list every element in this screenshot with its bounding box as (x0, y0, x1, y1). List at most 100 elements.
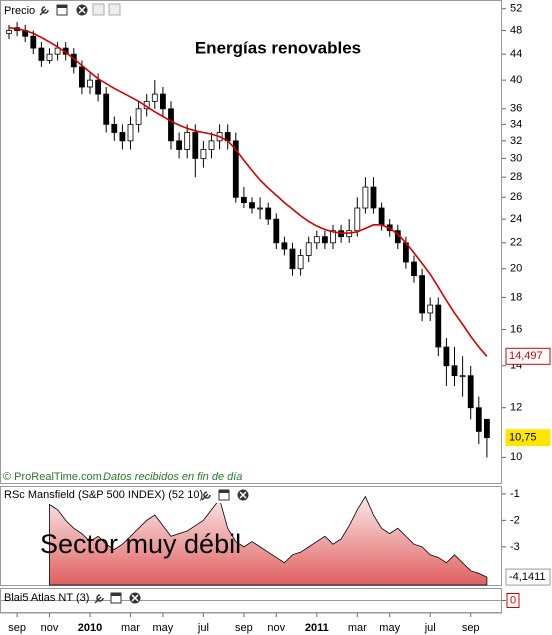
x-tick-label: may (153, 622, 174, 634)
panel-label: Blai5 Atlas NT (3) (4, 592, 89, 604)
candle-body (305, 242, 312, 256)
y-tick-label: 24 (510, 213, 522, 225)
candle-body (168, 108, 174, 142)
value-tag (505, 429, 551, 447)
candle-body (435, 304, 442, 348)
y-tick-label: 32 (510, 135, 522, 147)
candle-body (265, 207, 272, 220)
candle-body (30, 35, 37, 49)
panel-label: Precio (4, 5, 35, 17)
candle-body (192, 132, 199, 159)
candle-body (321, 236, 328, 244)
credit: © ProRealTime.com (3, 471, 102, 483)
y-tick-box (506, 593, 520, 608)
panel-header: Blai5 Atlas NT (3) (4, 592, 141, 604)
candle-body (273, 218, 280, 244)
y-tick-label: 36 (510, 103, 522, 115)
panel-label: RSc Mansfield (S&P 500 INDEX) (52 10) (4, 489, 203, 501)
candle-body (411, 261, 417, 277)
candle-body (87, 79, 93, 88)
y-tick-label: 18 (510, 291, 522, 303)
candle-body (111, 123, 118, 133)
candle-body (38, 47, 45, 61)
annotation: Sector muy débil (40, 529, 241, 559)
value-tag-label: -4,1411 (509, 571, 546, 583)
candle-body (135, 108, 142, 125)
header-bg (1, 487, 251, 503)
candle-body (257, 207, 264, 210)
panel-header: Precio (1, 1, 127, 19)
y-tick-label: 52 (510, 3, 522, 15)
note: Datos recibidos en fin de día (103, 471, 242, 483)
candle-body (151, 93, 158, 102)
y-tick-label: 40 (510, 74, 522, 86)
x-tick-label: mar (348, 622, 367, 634)
y-tick-label: -1 (510, 488, 520, 500)
candle-body (54, 47, 61, 55)
candle-body (483, 418, 490, 439)
candle-body (475, 407, 482, 432)
candle-body (232, 140, 239, 198)
candle-body (459, 375, 466, 378)
candle-body (119, 132, 126, 142)
x-tick-label: jul (197, 622, 209, 634)
moving-average (8, 26, 488, 357)
value-tag-label: 10,75 (509, 432, 537, 444)
y-tick-label: 28 (510, 171, 522, 183)
x-tick-label: sep (8, 622, 26, 634)
candle-body (79, 66, 85, 88)
candle-body (289, 248, 296, 270)
x-tick-label: nov (267, 622, 285, 634)
candle-body (103, 93, 110, 125)
candle-body (184, 132, 191, 150)
area (49, 495, 488, 586)
candle-body (127, 123, 134, 142)
y-tick-label: 44 (510, 48, 522, 60)
candle-body (467, 375, 474, 409)
candle-body (443, 346, 450, 367)
candle-body (176, 140, 183, 150)
value-tag-label: 14,497 (509, 350, 543, 362)
y-tick-label: -3 (510, 541, 520, 553)
candle-body (378, 207, 385, 226)
candle-body (330, 230, 336, 244)
candle-body (313, 236, 320, 244)
candle-body (281, 242, 288, 250)
x-tick-label: 2011 (305, 622, 329, 634)
candle-body (354, 207, 361, 232)
x-tick-label: jul (424, 622, 436, 634)
y-tick-label: 12 (510, 402, 522, 414)
panel-icons[interactable] (94, 592, 141, 604)
y-tick-label: 34 (510, 118, 522, 130)
x-tick-label: may (379, 622, 400, 634)
y-tick-label: 48 (510, 24, 522, 36)
candle-body (419, 275, 426, 314)
x-tick-label: mar (121, 622, 140, 634)
candle-body (370, 186, 377, 209)
value-tag (505, 568, 551, 586)
candle-body (95, 79, 101, 95)
x-tick-label: 2010 (78, 622, 102, 634)
x-tick-label: sep (235, 622, 253, 634)
candle-body (362, 186, 369, 209)
candle-body (427, 304, 434, 314)
candle-body (46, 53, 53, 61)
chart-title: Energías renovables (195, 38, 361, 57)
candle-body (159, 93, 166, 110)
candle-body (200, 149, 207, 159)
y-tick-label: 20 (510, 263, 522, 275)
value-tag (505, 347, 551, 365)
panel-header: RSc Mansfield (S&P 500 INDEX) (52 10) (1, 487, 251, 503)
price-panel (0, 0, 502, 484)
candle-body (6, 30, 12, 34)
candle-body (208, 140, 215, 150)
y-tick-label: 16 (510, 323, 522, 335)
y-tick-label: 10 (510, 451, 522, 463)
panel-icons[interactable] (201, 489, 249, 501)
candle-body (249, 202, 255, 209)
candle-body (240, 196, 247, 204)
x-tick-label: sep (462, 622, 480, 634)
candle-body (451, 365, 458, 377)
panel-icons[interactable] (39, 3, 121, 16)
